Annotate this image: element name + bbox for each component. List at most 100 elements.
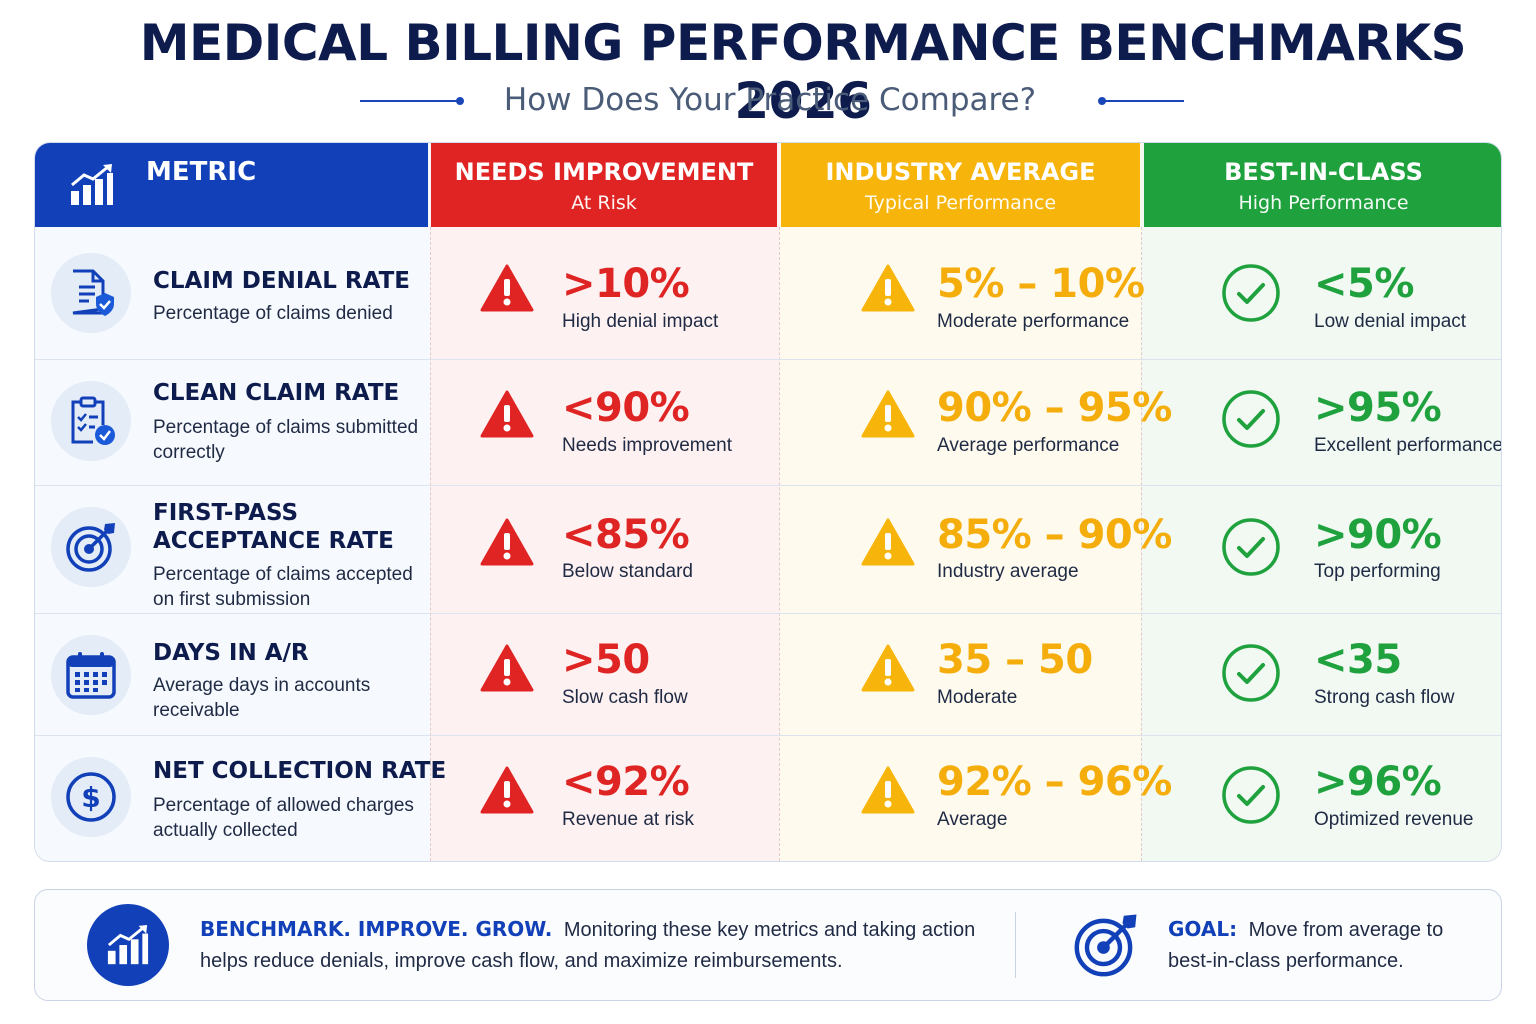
warning-triangle-icon [861, 766, 915, 814]
benchmark-label: Moderate performance [937, 311, 1130, 332]
table-row: CLEAN CLAIM RATE Percentage of claims su… [35, 359, 1502, 485]
dollar-circle-icon: $ [66, 772, 116, 822]
header-title: NEEDS IMPROVEMENT [454, 158, 754, 186]
footer-goal: GOAL: Move from average to best-in-class… [1168, 914, 1488, 977]
metric-description: Percentage of allowed charges actually c… [153, 795, 414, 841]
metric-icon-badge [51, 507, 131, 587]
industry-average-column [779, 143, 1141, 861]
footer-tagline: BENCHMARK. IMPROVE. GROW. [200, 917, 553, 941]
check-circle-icon [1222, 264, 1280, 322]
header-metric-title: METRIC [146, 157, 257, 187]
metric-description: Percentage of claims denied [153, 303, 393, 324]
benchmark-label: Revenue at risk [562, 809, 695, 830]
warning-triangle-icon [861, 644, 915, 692]
growth-chart-badge [87, 904, 169, 986]
header-subtitle: Typical Performance [864, 192, 1057, 214]
benchmark-value: >50 [562, 637, 650, 683]
benchmark-label: Needs improvement [562, 435, 733, 456]
benchmark-label: Excellent performance [1314, 435, 1502, 456]
benchmark-value: <35 [1314, 637, 1402, 683]
footer-message-text: Monitoring these key metrics and taking … [200, 919, 976, 972]
target-arrow-icon [66, 523, 115, 572]
metric-icon-badge [51, 253, 131, 333]
benchmark-label: Industry average [937, 561, 1079, 582]
row-divider [35, 359, 1501, 360]
benchmark-value: >10% [562, 261, 690, 307]
metric-icon-badge [51, 381, 131, 461]
svg-text:$: $ [81, 781, 100, 814]
benchmark-value: >90% [1314, 512, 1442, 558]
check-circle-icon [1222, 766, 1280, 824]
warning-triangle-icon [480, 264, 534, 312]
footer-banner: BENCHMARK. IMPROVE. GROW. Monitoring the… [34, 889, 1502, 1001]
benchmark-label: Low denial impact [1314, 311, 1467, 332]
benchmark-value: 85% – 90% [937, 512, 1172, 558]
clipboard-check-icon [71, 396, 115, 445]
table-row: $ NET COLLECTION RATE Percentage of allo… [35, 735, 1501, 861]
header-subtitle: At Risk [571, 192, 637, 214]
warning-triangle-icon [480, 518, 534, 566]
column-divider [430, 227, 431, 861]
metric-description: Average days in accounts receivable [153, 675, 371, 721]
header-industry-average: INDUSTRY AVERAGE Typical Performance [781, 143, 1140, 227]
benchmark-value: <5% [1314, 261, 1414, 307]
table-row: DAYS IN A/R Average days in accounts rec… [35, 613, 1501, 735]
warning-triangle-icon [861, 390, 915, 438]
header-metric: METRIC [35, 143, 428, 227]
metric-icon-badge [51, 635, 131, 715]
benchmark-label: Average performance [937, 435, 1120, 456]
best-in-class-column [1141, 143, 1501, 861]
benchmark-value: <92% [562, 759, 690, 805]
benchmark-label: Average [937, 809, 1008, 830]
metric-title: DAYS IN A/R [153, 640, 309, 666]
metric-icon-badge: $ [51, 757, 131, 837]
metric-title: CLEAN CLAIM RATE [153, 380, 400, 406]
warning-triangle-icon [480, 766, 534, 814]
benchmark-label: Moderate [937, 687, 1018, 708]
table-row: CLAIM DENIAL RATE Percentage of claims d… [35, 227, 1501, 359]
goal-label: GOAL: [1168, 917, 1238, 941]
table-row: FIRST-PASS ACCEPTANCE RATE Percentage of… [35, 485, 1501, 613]
benchmark-table: METRIC NEEDS IMPROVEMENT At Risk INDUSTR… [34, 142, 1502, 862]
page-title: MEDICAL BILLING PERFORMANCE BENCHMARKS 2… [139, 14, 1467, 130]
check-circle-icon [1222, 644, 1280, 702]
warning-triangle-icon [480, 644, 534, 692]
bar-chart-growth-icon [71, 164, 113, 205]
document-shield-icon [72, 269, 114, 316]
row-divider [35, 485, 1501, 486]
metric-description: Percentage of claims accepted on first s… [153, 564, 413, 610]
benchmark-value: >96% [1314, 759, 1442, 805]
target-arrow-icon [1074, 914, 1137, 977]
bar-chart-growth-icon [107, 924, 149, 965]
benchmark-label: Strong cash flow [1314, 687, 1455, 708]
metric-title: ACCEPTANCE RATE [153, 528, 394, 554]
metric-title: NET COLLECTION RATE [153, 758, 447, 784]
benchmark-value: 90% – 95% [937, 385, 1172, 431]
metric-title: FIRST-PASS [153, 500, 299, 526]
warning-triangle-icon [861, 518, 915, 566]
footer-message: BENCHMARK. IMPROVE. GROW. Monitoring the… [200, 914, 1000, 977]
header-title: INDUSTRY AVERAGE [825, 158, 1096, 186]
row-divider [35, 735, 1501, 736]
warning-triangle-icon [861, 264, 915, 312]
footer-divider [1015, 912, 1016, 978]
header-title: BEST-IN-CLASS [1224, 158, 1423, 186]
benchmark-value: >95% [1314, 385, 1442, 431]
benchmark-label: Slow cash flow [562, 687, 688, 708]
subtitle-dot-left [456, 97, 464, 105]
header-needs-improvement: NEEDS IMPROVEMENT At Risk [431, 143, 777, 227]
benchmark-value: <85% [562, 512, 690, 558]
row-divider [35, 613, 1501, 614]
warning-triangle-icon [480, 390, 534, 438]
metric-title: CLAIM DENIAL RATE [153, 268, 410, 294]
page-subtitle: How Does Your Practice Compare? [503, 82, 1037, 118]
header-subtitle: High Performance [1238, 192, 1409, 214]
subtitle-divider-left [360, 100, 460, 102]
column-divider [779, 227, 780, 861]
goal-text: Move from average to best-in-class perfo… [1168, 919, 1444, 972]
subtitle-divider-right [1102, 100, 1184, 102]
benchmark-label: High denial impact [562, 311, 719, 332]
benchmark-label: Below standard [562, 561, 693, 582]
needs-improvement-column [430, 143, 779, 861]
header-best-in-class: BEST-IN-CLASS High Performance [1144, 143, 1501, 227]
